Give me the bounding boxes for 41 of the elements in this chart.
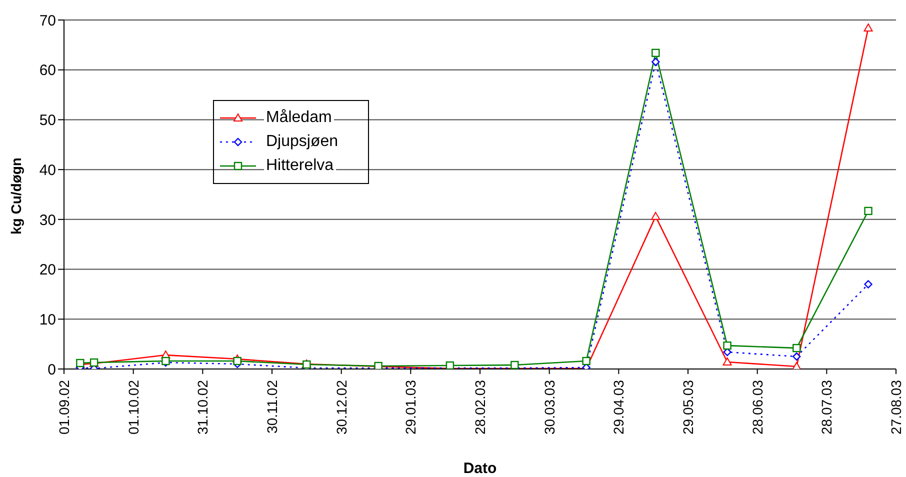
x-tick-label: 30.11.02 xyxy=(264,380,280,434)
point xyxy=(446,361,454,369)
x-tick-label: 28.02.03 xyxy=(472,380,488,434)
y-tick-label: 30 xyxy=(39,212,56,229)
point xyxy=(582,356,590,366)
x-axis-title: Dato xyxy=(463,460,497,477)
x-tick-label: 29.05.03 xyxy=(680,380,696,434)
y-tick-label: 0 xyxy=(48,361,56,378)
x-tick-label: 01.09.02 xyxy=(56,380,72,434)
legend-label: Hitterelva xyxy=(264,154,336,178)
point xyxy=(792,352,801,361)
x-tick-label: 01.10.02 xyxy=(125,380,142,434)
y-axis-title: kg Cu/døgn xyxy=(8,158,24,234)
point xyxy=(864,280,872,288)
legend-label: Måledam xyxy=(264,106,334,130)
point xyxy=(651,212,660,220)
legend-label: Djupsjøen xyxy=(264,130,340,154)
point xyxy=(864,23,873,32)
y-tick-label: 20 xyxy=(39,262,56,279)
point xyxy=(233,356,242,366)
y-tick-label: 10 xyxy=(39,311,56,328)
x-tick-label: 28.06.03 xyxy=(749,380,766,434)
point xyxy=(652,58,660,66)
point xyxy=(864,206,872,216)
x-tick-label: 28.07.03 xyxy=(818,380,835,434)
y-tick-label: 50 xyxy=(39,112,56,130)
x-tick-label: 29.04.03 xyxy=(610,380,627,434)
x-tick-label: 29.01.03 xyxy=(402,380,419,434)
y-tick-label: 40 xyxy=(39,162,56,179)
point xyxy=(723,341,732,350)
x-tick-label: 27.08.03 xyxy=(888,380,904,434)
x-tick-label: 30.12.02 xyxy=(333,380,350,434)
point xyxy=(792,344,801,352)
point xyxy=(722,358,732,366)
x-tick-label: 31.10.02 xyxy=(194,380,211,434)
point xyxy=(510,360,519,369)
point xyxy=(652,48,660,58)
point xyxy=(792,362,802,369)
x-tick-label: 30.03.03 xyxy=(541,380,558,434)
y-tick-label: 60 xyxy=(39,62,56,80)
y-tick-label: 70 xyxy=(39,12,56,30)
